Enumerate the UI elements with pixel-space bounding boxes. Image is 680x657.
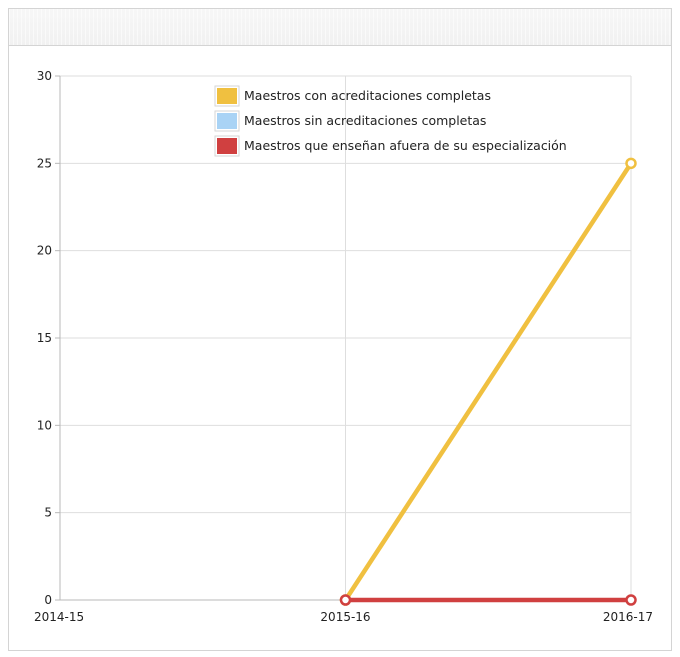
chart-panel (8, 8, 672, 651)
y-tick-label: 15 (37, 331, 52, 345)
legend: Maestros con acreditaciones completas Mae… (214, 85, 567, 157)
legend-swatch (217, 113, 237, 129)
y-tick-label: 5 (44, 506, 52, 520)
legend-label: Maestros con acreditaciones completas (244, 88, 491, 103)
legend-swatch (217, 88, 237, 104)
legend-label: Maestros que enseñan afuera de su especi… (244, 138, 567, 153)
y-tick-label: 0 (44, 593, 52, 607)
series-line (343, 161, 634, 603)
x-tick-label: 2015-16 (320, 610, 370, 624)
panel-header (9, 9, 671, 46)
y-tick-label: 20 (37, 244, 52, 258)
legend-swatch (217, 138, 237, 154)
series-lines (339, 157, 637, 606)
axis-ticks: 0 5 10 15 20 25 30 2014-15 2015-16 2016-17 (34, 69, 653, 624)
x-tick-label: 2014-15 (34, 610, 84, 624)
data-point[interactable] (625, 594, 637, 606)
x-tick-label: 2016-17 (603, 610, 653, 624)
grid-lines (55, 75, 632, 601)
y-tick-label: 30 (37, 69, 52, 83)
y-tick-label: 10 (37, 418, 52, 432)
legend-label: Maestros sin acreditaciones completas (244, 113, 486, 128)
data-point[interactable] (339, 594, 352, 606)
data-point[interactable] (625, 157, 637, 170)
y-tick-label: 25 (37, 156, 52, 170)
